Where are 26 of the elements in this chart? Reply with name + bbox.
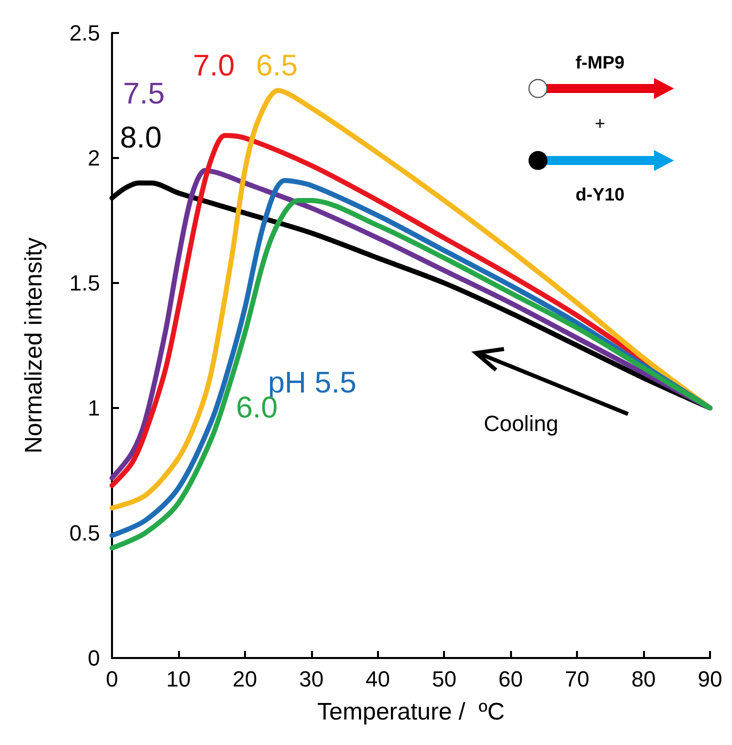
x-tick-label: 40 [366, 666, 390, 692]
x-tick-label: 0 [106, 666, 118, 692]
series-label: 7.0 [193, 50, 235, 82]
x-tick-label: 20 [232, 666, 258, 692]
y-axis-title: Normalized intensity [20, 237, 48, 454]
annotation: f-MP9 [576, 52, 624, 74]
x-tick-label: 90 [698, 666, 722, 692]
annotation: Cooling [484, 411, 558, 437]
text: 7.5 [123, 78, 165, 110]
y-tick-label: 1 [88, 396, 100, 420]
series-label: 6.5 [256, 50, 298, 82]
annotation: + [594, 114, 606, 134]
x-tick-label: 60 [498, 666, 523, 692]
x-tick-label: 70 [564, 666, 590, 692]
x-tick-label: 30 [299, 666, 324, 692]
x-axis-title: Temperature / ºC [317, 698, 505, 726]
x-tick-label: 80 [631, 666, 656, 692]
series-label: 8.0 [120, 122, 162, 154]
annotation: d-Y10 [575, 184, 625, 206]
x-tick-label: 50 [432, 666, 456, 692]
y-tick-label: 1.5 [69, 270, 100, 296]
x-tick-label: 10 [166, 666, 191, 692]
y-tick-label: 2 [88, 146, 100, 170]
y-tick-label: 0 [88, 646, 100, 670]
y-tick-label: 0.5 [69, 520, 100, 546]
y-tick-label: 2.5 [69, 20, 100, 46]
